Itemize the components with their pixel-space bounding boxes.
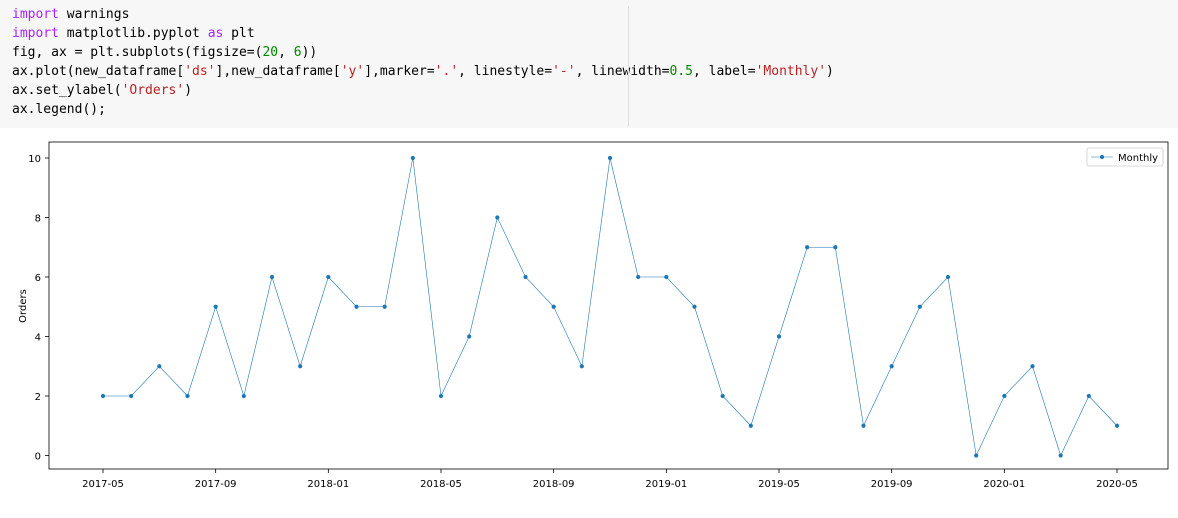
code-token: plt (223, 26, 255, 41)
x-tick-label: 2017-09 (195, 479, 237, 490)
code-line: import warnings (12, 7, 129, 22)
code-token: ) (184, 83, 193, 98)
data-point (129, 393, 134, 399)
data-point (100, 393, 106, 399)
y-tick-label: 2 (35, 392, 41, 403)
data-point (185, 393, 190, 399)
data-point (805, 245, 810, 250)
y-tick-label: 0 (35, 452, 41, 463)
data-point (467, 334, 472, 339)
x-tick-label: 2019-05 (758, 479, 800, 490)
data-point (241, 393, 246, 399)
data-point (354, 304, 359, 309)
data-point (1086, 393, 1091, 399)
code-token: '.' (434, 64, 459, 79)
code-token: , linestyle= (458, 64, 553, 79)
data-point (579, 364, 584, 369)
y-axis-label: Orders (18, 289, 29, 323)
code-token: ax.set_ylabel( (12, 83, 122, 98)
legend-label: Monthly (1118, 153, 1158, 164)
x-tick-label: 2018-01 (307, 479, 349, 490)
y-tick-label: 4 (35, 333, 41, 344)
code-token: , (278, 45, 294, 60)
data-point (636, 274, 641, 280)
code-line: ax.plot(new_dataframe['ds'],new_datafram… (12, 64, 834, 79)
x-tick-label: 2020-01 (983, 479, 1025, 490)
code-editor[interactable]: import warnings import matplotlib.pyplot… (12, 5, 834, 119)
data-point (917, 304, 922, 309)
data-point (1002, 393, 1007, 399)
code-token: as (207, 26, 224, 41)
data-point (889, 364, 894, 369)
code-token: ) (826, 64, 834, 79)
output-area: 0 2 4 6 8 10 2017-05 2017-09 2018-01 2018-05 2018-… (0, 128, 1178, 514)
code-line: ax.set_ylabel('Orders') (12, 83, 192, 98)
x-tick-label: 2019-01 (645, 479, 687, 490)
data-point (213, 304, 218, 309)
data-point (438, 393, 444, 399)
code-token: 20 (262, 45, 279, 60)
code-token: '-' (552, 64, 576, 79)
y-tick-label: 10 (28, 154, 41, 165)
line-chart: 0 2 4 6 8 10 2017-05 2017-09 2018-01 2018-05 2018-… (18, 141, 1169, 490)
data-point (833, 245, 838, 250)
code-token: , label= (692, 64, 756, 79)
data-point (776, 334, 782, 339)
data-point (1058, 453, 1063, 458)
code-token: 'ds' (184, 64, 216, 79)
data-point (945, 274, 951, 280)
y-tick-label: 8 (35, 214, 41, 225)
code-line: ax.legend(); (12, 102, 106, 117)
code-token: 'y' (340, 64, 365, 79)
code-token: ],marker= (364, 64, 435, 79)
code-token: 'Orders' (121, 83, 185, 98)
legend-swatch-marker (1099, 154, 1105, 160)
code-line: import matplotlib.pyplot as plt (12, 26, 255, 41)
data-point (269, 274, 275, 280)
data-point (607, 155, 613, 161)
data-point (861, 423, 866, 428)
data-point (1030, 364, 1035, 369)
data-point (298, 364, 303, 369)
code-token: matplotlib.pyplot (58, 26, 208, 41)
code-token: ax.legend(); (12, 102, 106, 117)
code-token: import (12, 26, 59, 41)
data-point (1114, 423, 1120, 428)
data-point (157, 364, 162, 369)
data-point (551, 304, 556, 309)
data-point (523, 274, 528, 280)
data-point (748, 423, 753, 428)
ruler-line (628, 6, 629, 126)
x-tick-label: 2019-09 (871, 479, 913, 490)
x-tick-label: 2018-05 (420, 479, 462, 490)
code-token: ],new_dataframe[ (215, 64, 341, 79)
x-tick-label: 2017-05 (82, 479, 124, 490)
code-token: , linewidth= (575, 64, 670, 79)
data-point (326, 274, 331, 280)
code-token: import (12, 7, 59, 22)
y-tick-label: 6 (35, 273, 41, 284)
data-point (410, 155, 415, 161)
data-point (692, 304, 697, 309)
x-tick-label: 2020-05 (1096, 479, 1138, 490)
data-point (382, 304, 387, 309)
data-point (664, 274, 669, 280)
code-token: warnings (58, 7, 130, 22)
legend-box (1086, 147, 1164, 167)
x-tick-label: 2018-09 (533, 479, 575, 490)
code-token: fig, ax = plt.subplots(figsize=( (12, 45, 263, 60)
code-token: )) (301, 45, 318, 60)
code-cell[interactable]: import warnings import matplotlib.pyplot… (0, 0, 1178, 128)
data-point (974, 453, 979, 458)
code-token: 'Monthly' (755, 64, 827, 79)
code-token: 0.5 (669, 64, 693, 79)
data-point (495, 215, 500, 220)
data-point (720, 393, 725, 399)
code-line: fig, ax = plt.subplots(figsize=(20, 6)) (12, 45, 317, 60)
code-token: ax.plot(new_dataframe[ (12, 64, 185, 79)
code-token: 6 (293, 45, 302, 60)
plot-frame (48, 141, 1169, 470)
series-line-monthly (103, 157, 1118, 457)
